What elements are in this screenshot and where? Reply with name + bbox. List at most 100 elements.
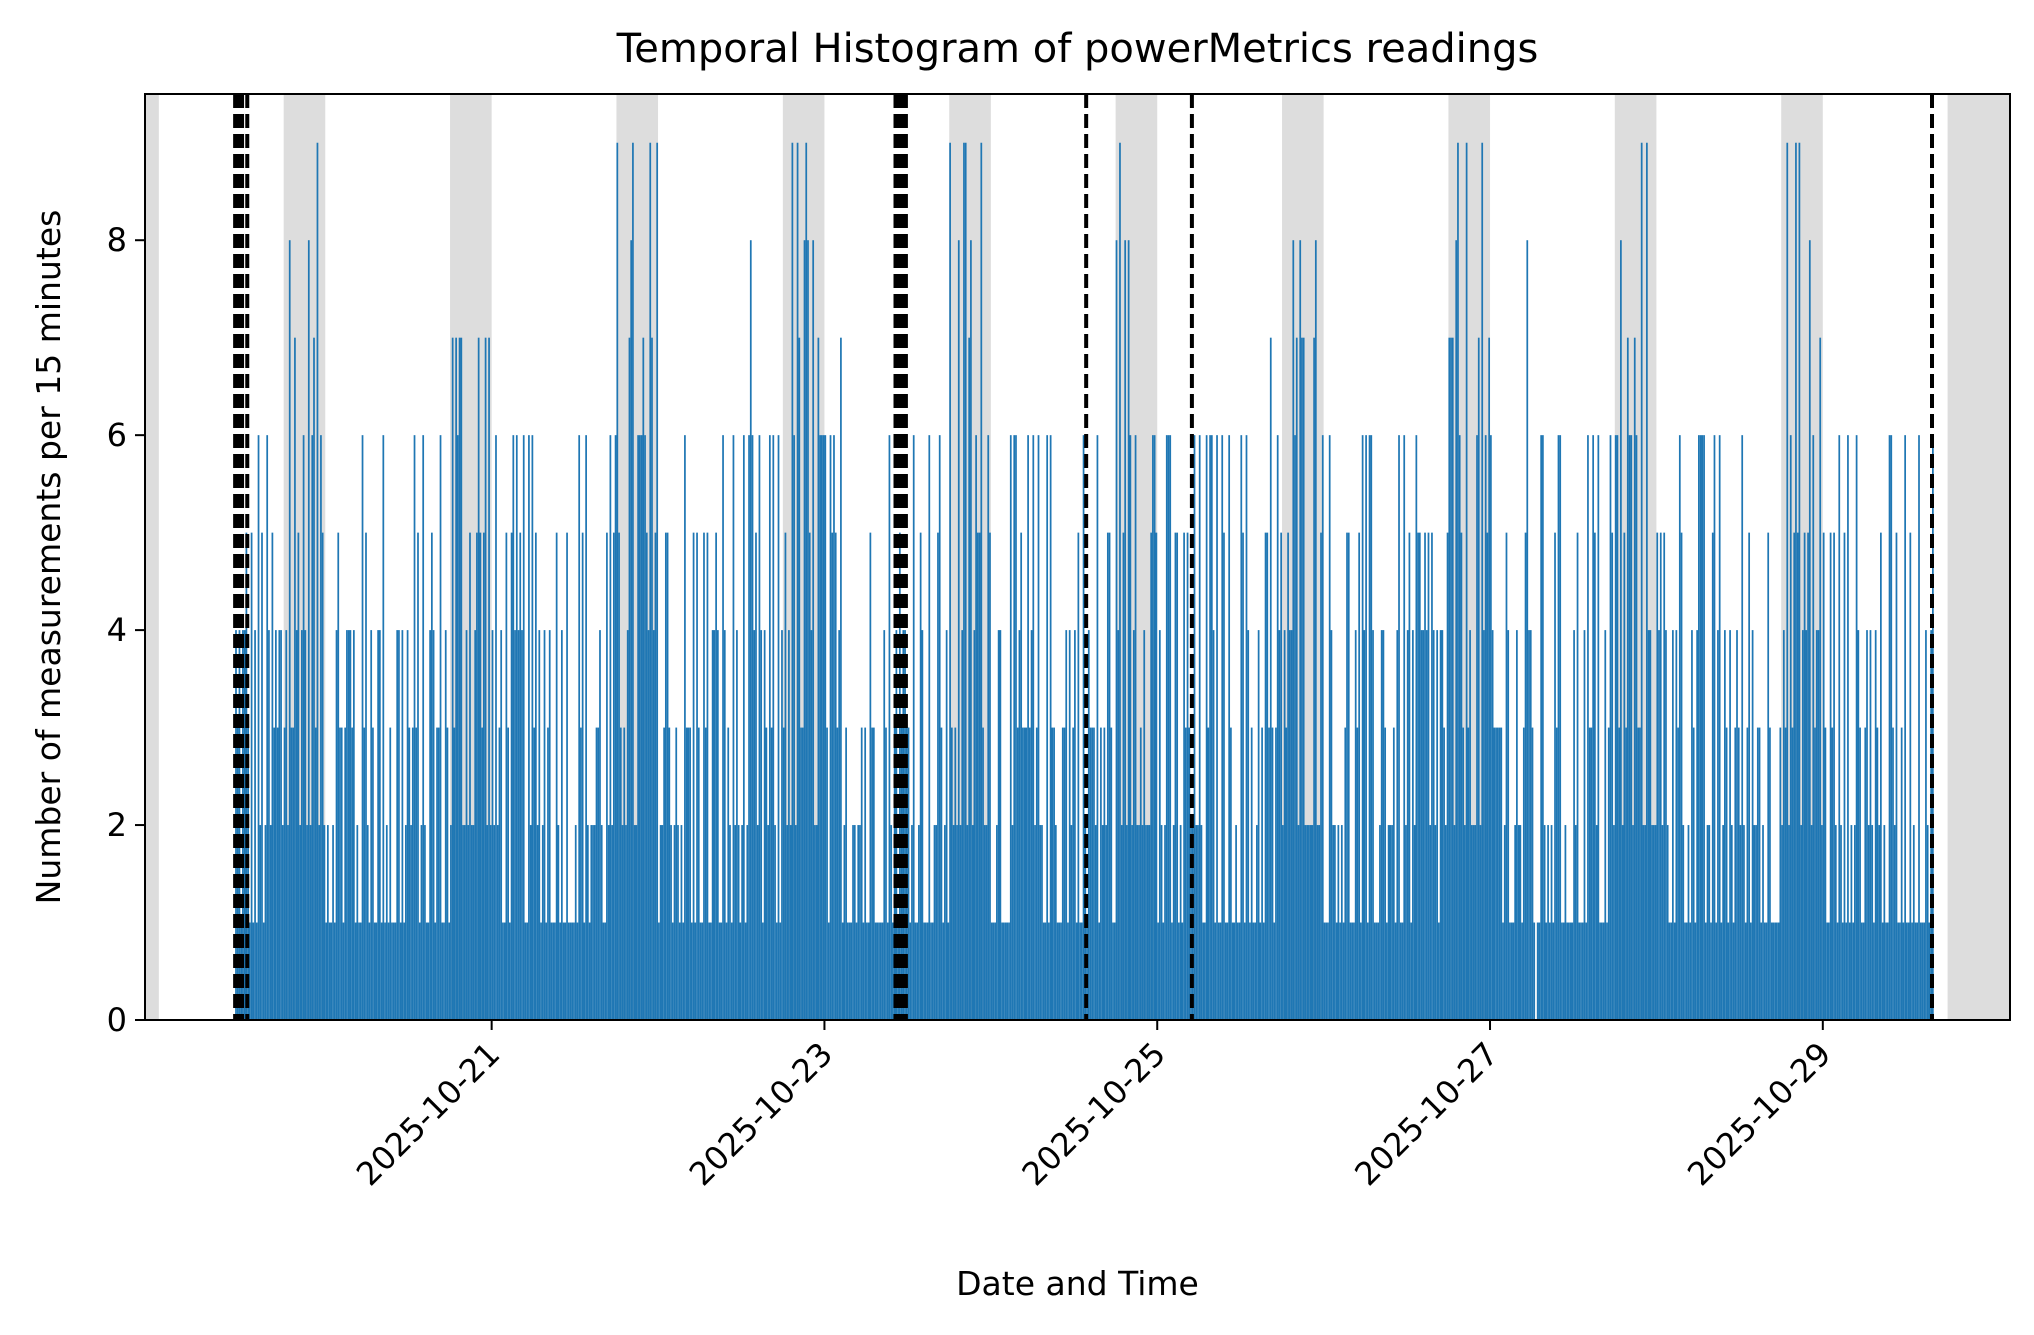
histogram-bar <box>1408 532 1411 1020</box>
histogram-bar <box>1028 727 1031 1020</box>
histogram-bar <box>236 727 239 1020</box>
histogram-bar <box>942 922 945 1020</box>
histogram-bar <box>1675 630 1678 1020</box>
histogram-bar <box>1663 532 1666 1020</box>
histogram-bar <box>448 922 451 1020</box>
histogram-bar <box>1730 825 1733 1020</box>
histogram-bar <box>326 825 329 1020</box>
histogram-bar <box>1183 532 1185 1020</box>
histogram-bar <box>1321 435 1324 1020</box>
histogram-bar <box>755 532 757 1020</box>
y-tick-label: 2 <box>107 806 127 844</box>
histogram-bar <box>1516 630 1518 1020</box>
histogram-bar <box>1103 727 1106 1020</box>
histogram-bar <box>404 825 407 1020</box>
histogram-bar <box>760 630 763 1020</box>
histogram-bar <box>1110 727 1113 1020</box>
histogram-bar <box>1828 922 1830 1020</box>
histogram-bar <box>1803 532 1806 1020</box>
histogram-bar <box>871 727 873 1020</box>
histogram-bar <box>881 922 884 1020</box>
histogram-bar <box>727 727 730 1020</box>
histogram-bar <box>332 825 334 1020</box>
histogram-bar <box>1216 435 1218 1020</box>
histogram-bar <box>831 532 834 1020</box>
histogram-bar <box>583 922 586 1020</box>
histogram-bar <box>1425 630 1428 1020</box>
histogram-bar <box>1453 825 1456 1020</box>
histogram-bar <box>1037 435 1040 1020</box>
histogram-bar <box>1893 825 1896 1020</box>
histogram-bar <box>248 922 251 1020</box>
histogram-bar <box>625 825 627 1020</box>
histogram-bar <box>1715 922 1718 1020</box>
histogram-bar <box>512 435 515 1020</box>
histogram-bar <box>774 825 776 1020</box>
histogram-bar <box>599 630 601 1020</box>
histogram-bar <box>1881 922 1884 1020</box>
histogram-bar <box>247 727 249 1020</box>
histogram-bar <box>1921 922 1924 1020</box>
histogram-bar <box>1015 435 1017 1020</box>
histogram-bar <box>1316 825 1319 1020</box>
histogram-bar <box>1626 337 1629 1020</box>
histogram-bar <box>1339 922 1341 1020</box>
y-axis-label: Number of measurements per 15 minutes <box>29 210 68 905</box>
histogram-bar <box>521 630 523 1020</box>
histogram-bar <box>368 922 371 1020</box>
histogram-bar <box>1672 630 1674 1020</box>
histogram-bar <box>458 337 461 1020</box>
histogram-bar <box>703 532 705 1020</box>
histogram-bar <box>1514 825 1517 1020</box>
histogram-bar <box>1406 630 1409 1020</box>
histogram-bar <box>758 435 761 1020</box>
histogram-bar <box>1926 825 1929 1020</box>
histogram-bar <box>1788 825 1790 1020</box>
histogram-bar <box>1699 435 1702 1020</box>
histogram-bar <box>573 922 575 1020</box>
histogram-bar <box>1020 532 1023 1020</box>
histogram-bar <box>333 922 336 1020</box>
histogram-bar <box>694 922 697 1020</box>
histogram-bar <box>638 435 641 1020</box>
histogram-bar <box>455 337 457 1020</box>
histogram-bar <box>1557 435 1560 1020</box>
histogram-bar <box>1074 630 1076 1020</box>
histogram-bar <box>1829 532 1832 1020</box>
histogram-bar <box>456 435 459 1020</box>
histogram-bar <box>252 922 255 1020</box>
histogram-bar <box>1141 825 1144 1020</box>
histogram-bar <box>529 825 532 1020</box>
histogram-bar <box>257 435 260 1020</box>
histogram-bar <box>963 142 965 1021</box>
histogram-bar <box>1519 825 1522 1020</box>
histogram-bar <box>736 630 738 1020</box>
histogram-bar <box>560 630 563 1020</box>
histogram-bar <box>1431 532 1433 1020</box>
histogram-bar <box>1670 922 1673 1020</box>
histogram-bar <box>909 922 912 1020</box>
histogram-bar <box>443 922 445 1020</box>
histogram-bar <box>1855 435 1858 1020</box>
histogram-bar <box>1382 630 1385 1020</box>
histogram-bar <box>1138 825 1140 1020</box>
histogram-bar <box>508 922 511 1020</box>
histogram-bar <box>957 240 960 1021</box>
histogram-bar <box>470 825 473 1020</box>
histogram-bar <box>1228 435 1231 1020</box>
histogram-bar <box>1805 630 1808 1020</box>
histogram-bar <box>1287 532 1289 1020</box>
histogram-bar <box>1444 825 1447 1020</box>
histogram-bar <box>1252 922 1255 1020</box>
histogram-bar <box>1294 435 1296 1020</box>
histogram-bar <box>1713 435 1716 1020</box>
histogram-bar <box>1087 630 1090 1020</box>
histogram-bar <box>1448 337 1451 1020</box>
histogram-bar <box>1614 435 1617 1020</box>
histogram-bar <box>306 825 308 1020</box>
x-tick-label: 2025-10-29 <box>1680 1035 1838 1193</box>
histogram-bar <box>351 727 353 1020</box>
x-tick-label: 2025-10-23 <box>682 1035 840 1193</box>
histogram-bar <box>1793 532 1796 1020</box>
histogram-bar <box>905 727 908 1020</box>
